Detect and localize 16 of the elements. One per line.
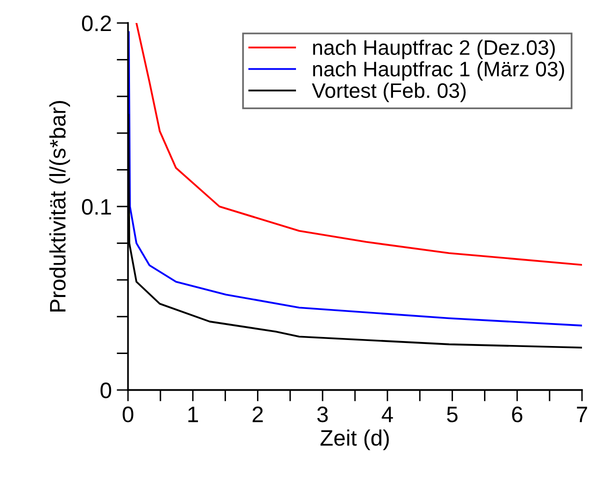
y-tick-label: 0.1 <box>82 199 111 215</box>
x-tick-label: 5 <box>446 406 458 422</box>
x-tick-label: 3 <box>317 406 328 422</box>
y-tick-label: 0.2 <box>82 16 111 32</box>
legend-label: nach Hauptfrac 2 (Dez.03) <box>313 40 555 60</box>
legend-label: nach Hauptfrac 1 (März 03) <box>313 61 564 81</box>
x-tick-label: 7 <box>576 406 588 422</box>
x-tick-label: 0 <box>122 406 134 422</box>
y-axis-title: Produktivität (l/(s*bar) <box>49 101 70 312</box>
x-tick-label: 4 <box>382 406 393 422</box>
y-tick-label: 0 <box>100 382 112 398</box>
x-axis-title: Zeit (d) <box>320 429 389 450</box>
x-tick-label: 1 <box>188 406 198 422</box>
x-tick-label: 6 <box>512 406 522 422</box>
legend-label: Vortest (Feb. 03) <box>312 82 466 102</box>
x-tick-label: 2 <box>252 406 263 422</box>
